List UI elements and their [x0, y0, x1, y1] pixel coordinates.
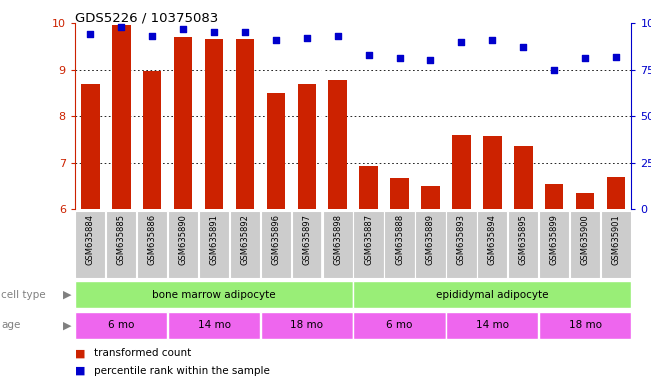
Text: GDS5226 / 10375083: GDS5226 / 10375083 [75, 12, 218, 25]
Text: GSM635884: GSM635884 [86, 214, 95, 265]
Bar [483, 136, 501, 209]
Bar [137, 211, 167, 278]
Bar [545, 184, 563, 209]
Text: GSM635889: GSM635889 [426, 214, 435, 265]
Point [116, 24, 126, 30]
Text: GSM635892: GSM635892 [240, 214, 249, 265]
Point [147, 33, 158, 39]
Point [271, 37, 281, 43]
Bar [168, 211, 199, 278]
Text: GSM635898: GSM635898 [333, 214, 342, 265]
Bar [539, 312, 631, 339]
Text: GSM635897: GSM635897 [302, 214, 311, 265]
Text: 18 mo: 18 mo [568, 320, 602, 331]
Bar [415, 211, 446, 278]
Text: GSM635895: GSM635895 [519, 214, 528, 265]
Bar [236, 39, 254, 209]
Bar [75, 281, 353, 308]
Text: GSM635899: GSM635899 [549, 214, 559, 265]
Bar [106, 211, 137, 278]
Text: GSM635896: GSM635896 [271, 214, 281, 265]
Point [85, 31, 96, 37]
Point [549, 66, 559, 73]
Bar [199, 211, 229, 278]
Text: ■: ■ [75, 348, 85, 358]
Bar [81, 84, 100, 209]
Text: GSM635893: GSM635893 [457, 214, 466, 265]
Text: age: age [1, 320, 21, 331]
Text: GSM635888: GSM635888 [395, 214, 404, 265]
Bar [353, 312, 446, 339]
Text: cell type: cell type [1, 290, 46, 300]
Bar [329, 80, 347, 209]
Text: transformed count: transformed count [94, 348, 191, 358]
Bar [267, 93, 285, 209]
Text: GSM635891: GSM635891 [210, 214, 219, 265]
Text: ▶: ▶ [63, 290, 72, 300]
Text: epididymal adipocyte: epididymal adipocyte [436, 290, 549, 300]
Point [487, 37, 497, 43]
Bar [174, 37, 193, 209]
Text: 6 mo: 6 mo [386, 320, 413, 331]
Bar [570, 211, 600, 278]
Point [333, 33, 343, 39]
Point [580, 55, 590, 61]
Text: ▶: ▶ [63, 320, 72, 331]
Text: bone marrow adipocyte: bone marrow adipocyte [152, 290, 276, 300]
Bar [601, 211, 631, 278]
Bar [477, 211, 508, 278]
Bar [75, 312, 167, 339]
Bar [168, 312, 260, 339]
Text: GSM635885: GSM635885 [117, 214, 126, 265]
Bar [384, 211, 415, 278]
Bar [539, 211, 570, 278]
Text: 14 mo: 14 mo [197, 320, 230, 331]
Bar [322, 211, 353, 278]
Text: GSM635887: GSM635887 [364, 214, 373, 265]
Bar [607, 177, 625, 209]
Text: 14 mo: 14 mo [476, 320, 509, 331]
Point [518, 44, 529, 50]
Bar [230, 211, 260, 278]
Bar [421, 186, 440, 209]
Text: 6 mo: 6 mo [108, 320, 135, 331]
Point [456, 39, 467, 45]
Bar [292, 211, 322, 278]
Bar [514, 146, 533, 209]
Bar [353, 211, 384, 278]
Bar [260, 312, 353, 339]
Text: GSM635890: GSM635890 [178, 214, 187, 265]
Bar [508, 211, 538, 278]
Text: GSM635894: GSM635894 [488, 214, 497, 265]
Bar [353, 281, 631, 308]
Bar [112, 25, 131, 209]
Bar [359, 166, 378, 209]
Point [425, 57, 436, 63]
Point [209, 29, 219, 35]
Bar [260, 211, 291, 278]
Bar [205, 39, 223, 209]
Point [611, 53, 621, 60]
Text: GSM635886: GSM635886 [148, 214, 157, 265]
Bar [452, 135, 471, 209]
Bar [391, 178, 409, 209]
Text: percentile rank within the sample: percentile rank within the sample [94, 366, 270, 376]
Text: ■: ■ [75, 366, 85, 376]
Bar [575, 193, 594, 209]
Text: 18 mo: 18 mo [290, 320, 324, 331]
Point [178, 26, 188, 32]
Bar [298, 84, 316, 209]
Bar [446, 312, 538, 339]
Bar [143, 71, 161, 209]
Text: GSM635901: GSM635901 [611, 214, 620, 265]
Bar [75, 211, 105, 278]
Point [363, 51, 374, 58]
Text: GSM635900: GSM635900 [581, 214, 590, 265]
Point [240, 29, 250, 35]
Point [301, 35, 312, 41]
Point [395, 55, 405, 61]
Bar [446, 211, 477, 278]
